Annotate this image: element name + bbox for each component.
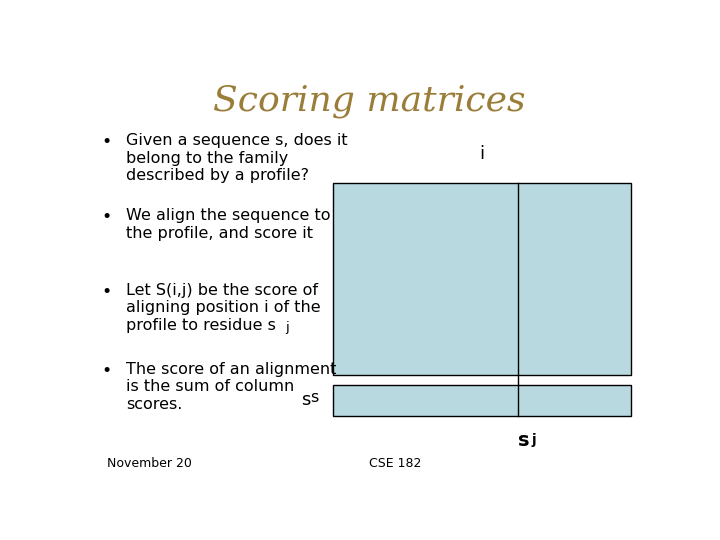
Text: November 20: November 20 <box>107 457 192 470</box>
Text: j: j <box>285 321 289 334</box>
Text: •: • <box>101 283 112 301</box>
Text: s: s <box>301 392 310 409</box>
Text: •: • <box>101 133 112 151</box>
Text: Scoring matrices: Scoring matrices <box>212 84 526 118</box>
Text: The score of an alignment
is the sum of column
scores.: The score of an alignment is the sum of … <box>126 362 337 412</box>
Text: s: s <box>310 390 319 406</box>
Bar <box>333 183 631 375</box>
Text: We align the sequence to
the profile, and score it: We align the sequence to the profile, an… <box>126 208 330 241</box>
Bar <box>333 385 631 416</box>
Text: •: • <box>101 362 112 380</box>
Text: Given a sequence s, does it
belong to the family
described by a profile?: Given a sequence s, does it belong to th… <box>126 133 348 183</box>
Text: CSE 182: CSE 182 <box>369 457 421 470</box>
Text: i: i <box>480 145 485 163</box>
Text: j: j <box>532 433 536 447</box>
Text: s: s <box>518 431 529 450</box>
Text: •: • <box>101 208 112 226</box>
Text: Let S(i,j) be the score of
aligning position i of the
profile to residue s: Let S(i,j) be the score of aligning posi… <box>126 283 321 333</box>
